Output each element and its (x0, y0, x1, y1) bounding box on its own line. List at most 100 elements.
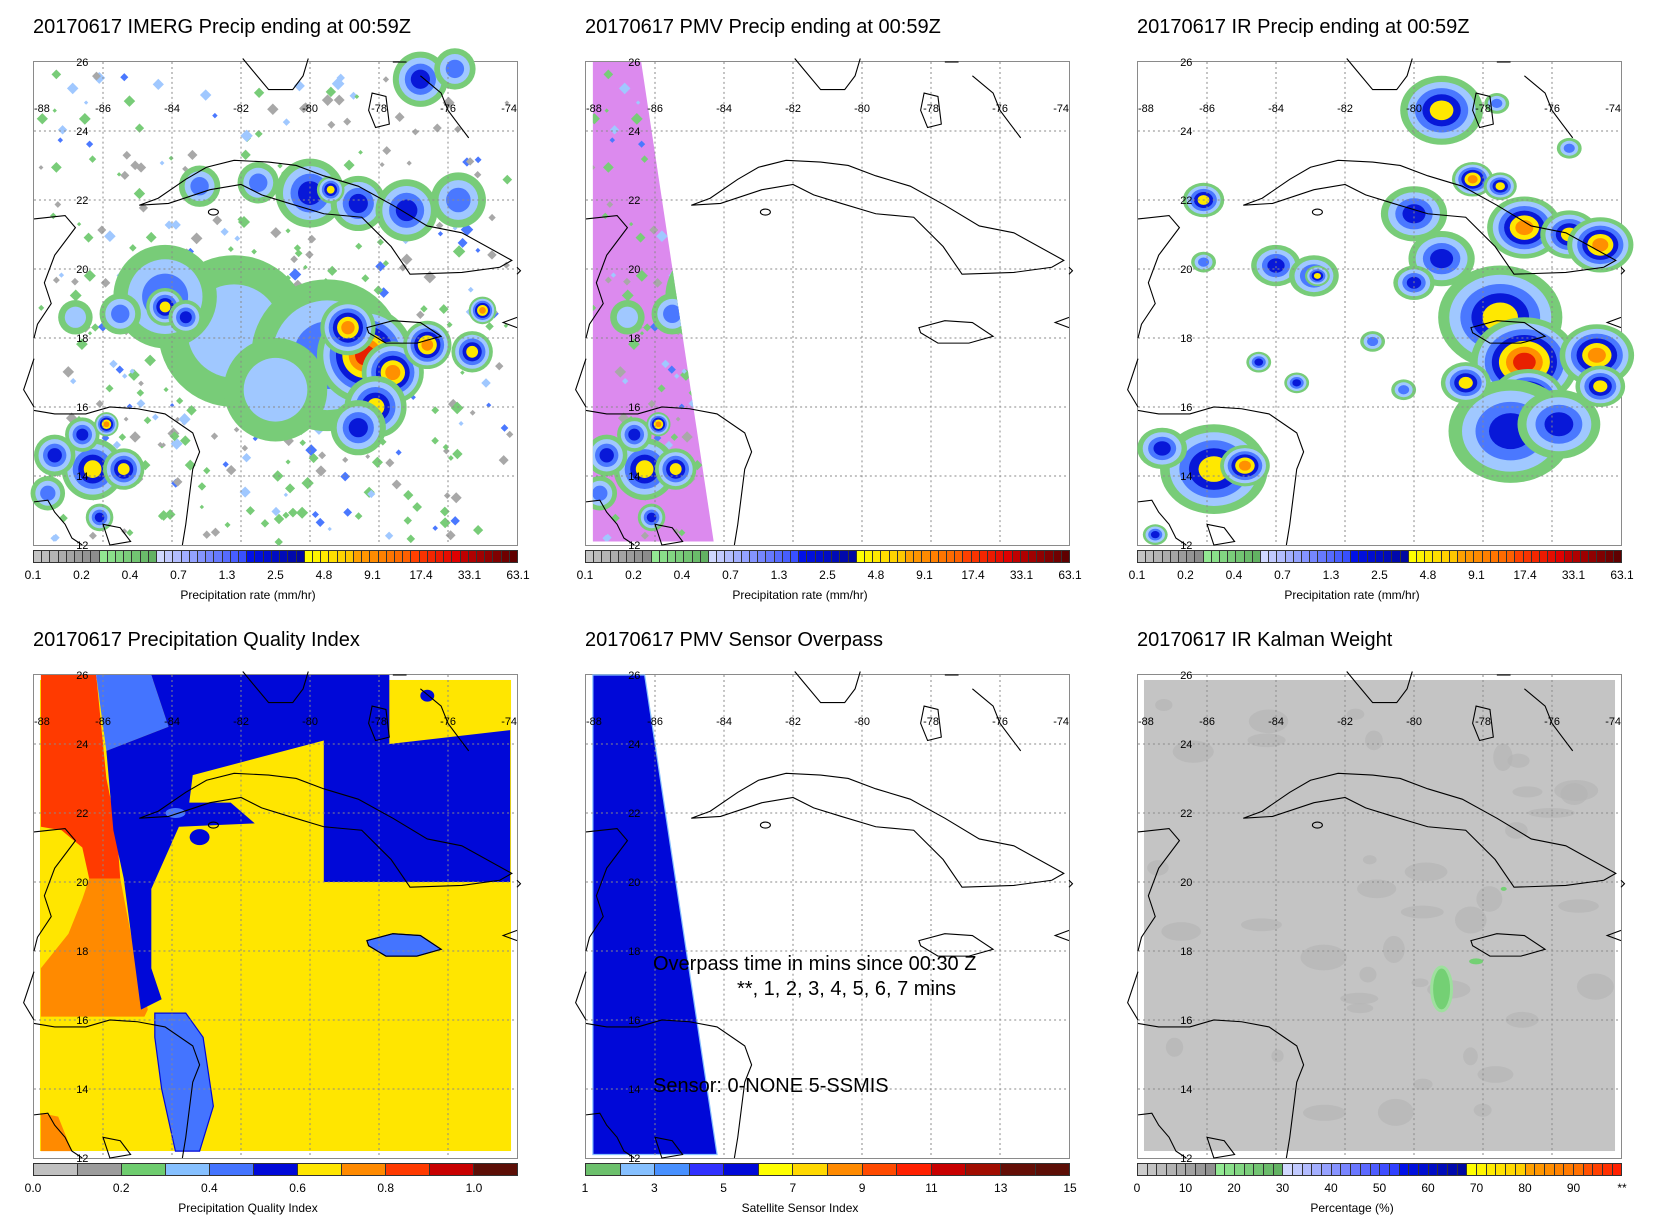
colorbar-swatch (1244, 551, 1253, 562)
lat-label: 22 (1180, 808, 1192, 820)
precip-speckle (1000, 399, 1011, 410)
colorbar (33, 550, 518, 563)
precip-cell (882, 320, 953, 391)
colorbar-tick-label: 33.1 (457, 568, 482, 582)
colorbar-label: Precipitation rate (mm/hr) (732, 588, 868, 602)
precip-speckle (840, 508, 850, 518)
colorbar-swatch (116, 551, 125, 562)
precip-speckle (100, 278, 111, 288)
colorbar-swatch (905, 551, 915, 562)
colorbar-swatch (1228, 551, 1237, 562)
precip-speckle (891, 285, 896, 290)
coastline-hisp2 (1605, 316, 1622, 329)
lat-label: 12 (76, 1153, 88, 1165)
colorbar-tick-label: 5 (720, 1181, 727, 1195)
precip-cell (326, 185, 335, 194)
lat-label: 24 (628, 126, 640, 138)
precip-speckle (865, 378, 875, 388)
precip-cell (889, 182, 932, 225)
kalman-shade (1165, 1037, 1184, 1057)
precip-cell (888, 326, 946, 384)
lon-label: -84 (1268, 103, 1284, 115)
precip-speckle (1002, 516, 1011, 525)
precip-speckle (984, 525, 990, 531)
lat-label: 14 (1180, 1084, 1192, 1096)
precip-speckle (1005, 245, 1017, 257)
colorbar-swatch (1490, 551, 1499, 562)
precip-cell (1254, 358, 1264, 366)
precip-speckle (893, 371, 904, 382)
precip-speckle (687, 162, 699, 173)
precip-speckle (340, 471, 351, 482)
precip-speckle (1012, 354, 1017, 359)
precip-speckle (906, 94, 911, 99)
precip-speckle (83, 100, 89, 105)
precip-cell (1011, 338, 1038, 365)
precip-speckle (657, 384, 666, 393)
precip-speckle (445, 530, 456, 541)
coastline-belize (1127, 971, 1139, 1021)
lon-label: -84 (716, 716, 732, 728)
coastline-isla-juventud (759, 821, 771, 829)
precip-speckle (890, 303, 901, 314)
coastline-yucatan (1137, 827, 1181, 952)
colorbar-swatch (1351, 1164, 1361, 1175)
colorbar-tick-label: 0.7 (722, 568, 739, 582)
colorbar-swatch (181, 551, 190, 562)
precip-speckle (934, 146, 943, 155)
precip-speckle (834, 512, 841, 519)
precip-cell (665, 244, 714, 349)
colorbar-swatch (210, 1164, 254, 1175)
precip-speckle (690, 380, 696, 387)
map-kalman: -88 -86 -84 -82 -80 -78 -76 -74 26 24 22 20 18 16 14 12 (1127, 670, 1626, 1165)
precip-speckle (133, 187, 146, 200)
lat-label: 16 (1180, 402, 1192, 414)
colorbar-swatch (58, 551, 67, 562)
colorbar-swatch (386, 551, 395, 562)
precip-cell (1467, 175, 1478, 184)
colorbar-tick-label: 63.1 (1610, 568, 1634, 582)
precip-speckle (712, 442, 714, 448)
precip-speckle (199, 89, 212, 101)
colorbar-swatch (996, 551, 1005, 562)
precip-cell (708, 298, 714, 316)
lat-label: 16 (628, 1015, 640, 1027)
precip-speckle (675, 95, 688, 107)
lon-label: -82 (1337, 103, 1353, 115)
precip-cell (1018, 346, 1030, 358)
precip-speckle (964, 502, 974, 512)
colorbar-swatch (1020, 551, 1029, 562)
panel-title: 20170617 IMERG Precip ending at 00:59Z (33, 16, 412, 38)
precip-speckle (481, 378, 491, 388)
colorbar-swatch (1147, 1164, 1158, 1175)
precip-speckle (371, 456, 383, 468)
colorbar-swatch (321, 551, 330, 562)
precip-speckle (379, 162, 385, 168)
coastline-lake (654, 1136, 684, 1159)
precip-speckle (993, 346, 1000, 353)
precip-speckle (926, 391, 931, 396)
precip-cell (159, 301, 171, 313)
colorbar-tick-label: 20 (1227, 1181, 1241, 1195)
precip-cell (901, 418, 920, 437)
lon-label: -76 (1544, 716, 1560, 728)
precip-speckle (730, 413, 742, 425)
colorbar-swatch (774, 551, 783, 562)
precip-speckle (750, 482, 758, 490)
coastline-hisp (1620, 266, 1626, 275)
precip-speckle (937, 458, 946, 467)
precip-speckle (838, 459, 843, 464)
colorbar-tick-label: 0.7 (170, 568, 187, 582)
precip-speckle (168, 155, 174, 161)
pqi-red-area (40, 675, 121, 879)
colorbar-swatch (337, 551, 346, 562)
coastline-hisp (516, 266, 522, 275)
precip-speckle (86, 140, 94, 148)
precip-speckle (924, 457, 935, 468)
coastline-belize (575, 971, 587, 1021)
precip-speckle (136, 389, 145, 397)
colorbar-swatch (1254, 1164, 1264, 1175)
colorbar-tick-label: 4.8 (1419, 568, 1437, 582)
colorbar-swatch (602, 551, 611, 562)
map-fill-layer (1137, 75, 1635, 545)
